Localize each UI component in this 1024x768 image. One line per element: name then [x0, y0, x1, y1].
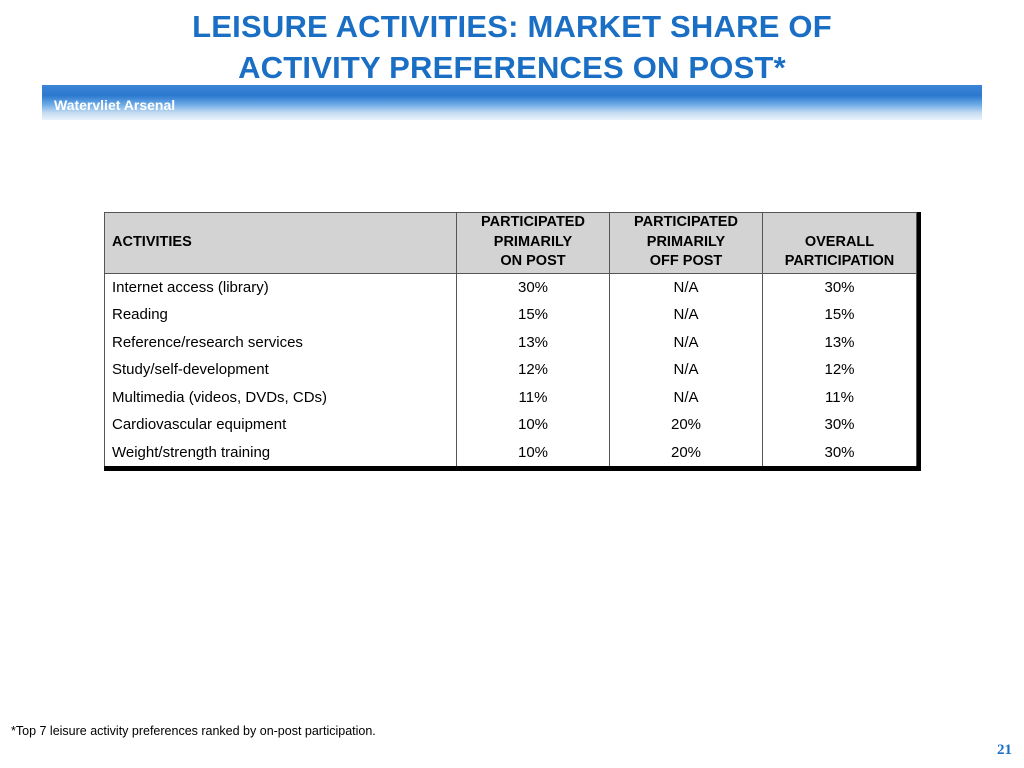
cell-activity: Reading — [104, 301, 457, 329]
cell-on-post: 10% — [456, 411, 610, 439]
cell-off-post: N/A — [609, 356, 763, 384]
cell-on-post: 15% — [456, 301, 610, 329]
cell-activity: Internet access (library) — [104, 273, 457, 301]
header-on-post-line-1: PARTICIPATED — [481, 214, 585, 230]
table-row: Multimedia (videos, DVDs, CDs) 11% N/A 1… — [104, 383, 917, 411]
cell-off-post: N/A — [609, 383, 763, 411]
header-overall-line-1: OVERALL — [804, 233, 875, 250]
activities-table: ACTIVITIES PARTICIPATED PRIMARILY ON POS… — [104, 212, 917, 466]
table-row: Reference/research services 13% N/A 13% — [104, 328, 917, 356]
header-on-post: PARTICIPATED PRIMARILY ON POST — [456, 212, 610, 274]
header-activities: ACTIVITIES — [104, 212, 457, 274]
header-overall: OVERALL PARTICIPATION — [762, 212, 917, 274]
cell-on-post: 13% — [456, 328, 610, 356]
cell-off-post: N/A — [609, 328, 763, 356]
table-header-row: ACTIVITIES PARTICIPATED PRIMARILY ON POS… — [104, 212, 917, 274]
slide-title: LEISURE ACTIVITIES: MARKET SHARE OF ACTI… — [0, 6, 1024, 88]
cell-off-post: N/A — [609, 301, 763, 329]
cell-off-post: 20% — [609, 411, 763, 439]
table-row: Cardiovascular equipment 10% 20% 30% — [104, 411, 917, 439]
slide-title-line-2: ACTIVITY PREFERENCES ON POST* — [238, 50, 786, 85]
cell-overall: 30% — [762, 273, 917, 301]
cell-overall: 30% — [762, 438, 917, 466]
cell-overall: 11% — [762, 383, 917, 411]
header-off-post-line-1: PARTICIPATED — [634, 214, 738, 230]
table-row: Internet access (library) 30% N/A 30% — [104, 273, 917, 301]
cell-activity: Multimedia (videos, DVDs, CDs) — [104, 383, 457, 411]
cell-off-post: N/A — [609, 273, 763, 301]
cell-overall: 30% — [762, 411, 917, 439]
slide-title-line-1: LEISURE ACTIVITIES: MARKET SHARE OF — [192, 9, 832, 44]
table-row: Weight/strength training 10% 20% 30% — [104, 438, 917, 466]
cell-activity: Study/self-development — [104, 356, 457, 384]
header-on-post-line-2: PRIMARILY — [493, 233, 573, 250]
cell-activity: Reference/research services — [104, 328, 457, 356]
cell-on-post: 11% — [456, 383, 610, 411]
table-row: Study/self-development 12% N/A 12% — [104, 356, 917, 384]
table-row: Reading 15% N/A 15% — [104, 301, 917, 329]
page-number: 21 — [997, 742, 1012, 758]
cell-overall: 13% — [762, 328, 917, 356]
cell-on-post: 12% — [456, 356, 610, 384]
table-container: ACTIVITIES PARTICIPATED PRIMARILY ON POS… — [104, 212, 921, 471]
header-overall-line-2: PARTICIPATION — [784, 253, 895, 269]
header-off-post: PARTICIPATED PRIMARILY OFF POST — [609, 212, 763, 274]
cell-on-post: 10% — [456, 438, 610, 466]
header-off-post-line-2: PRIMARILY — [646, 233, 726, 250]
header-banner: Watervliet Arsenal — [42, 85, 982, 120]
header-off-post-line-3: OFF POST — [649, 253, 723, 269]
footnote: *Top 7 leisure activity preferences rank… — [11, 724, 376, 738]
cell-on-post: 30% — [456, 273, 610, 301]
cell-activity: Cardiovascular equipment — [104, 411, 457, 439]
cell-activity: Weight/strength training — [104, 438, 457, 466]
cell-overall: 12% — [762, 356, 917, 384]
cell-off-post: 20% — [609, 438, 763, 466]
cell-overall: 15% — [762, 301, 917, 329]
header-on-post-line-3: ON POST — [500, 253, 566, 269]
banner-text: Watervliet Arsenal — [54, 97, 176, 113]
